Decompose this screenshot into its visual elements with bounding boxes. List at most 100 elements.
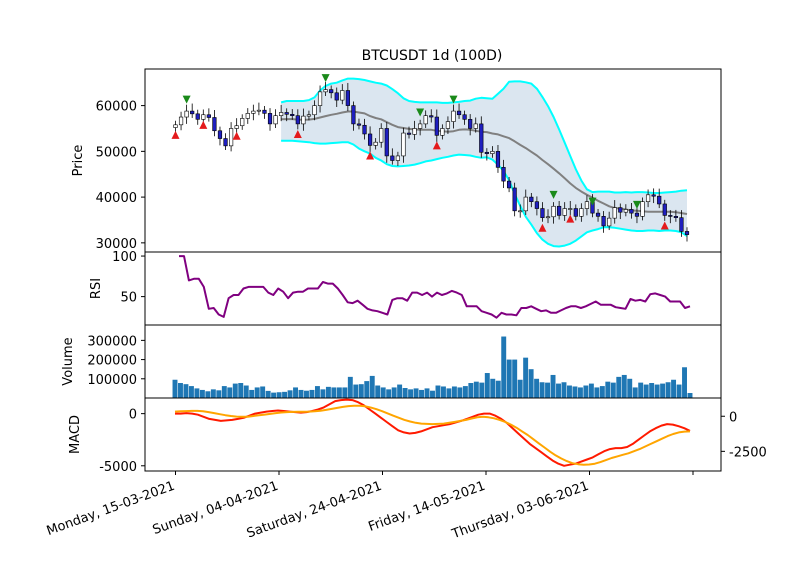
- volume-bar: [353, 384, 359, 398]
- candle-body: [345, 90, 350, 106]
- volume-bar: [567, 385, 572, 398]
- y-tick-right-label: -2500: [729, 445, 767, 460]
- rsi-line: [179, 255, 691, 319]
- y-tick-label: 50000: [96, 145, 137, 160]
- sell-signal-marker: [588, 197, 597, 206]
- volume-bar: [665, 382, 671, 398]
- volume-bar: [369, 375, 375, 398]
- candle-body: [645, 194, 651, 202]
- panel-frame: [144, 251, 722, 326]
- volume-bar: [468, 383, 474, 398]
- volume-bar: [495, 380, 501, 398]
- volume-bar: [583, 385, 589, 398]
- candle-body: [340, 90, 345, 101]
- candle-body: [418, 123, 423, 129]
- volume-bar: [605, 381, 611, 398]
- candle-body: [468, 119, 473, 129]
- buy-signal-marker: [366, 151, 375, 160]
- volume-bar: [523, 357, 529, 398]
- y-tick-label: -5000: [99, 460, 137, 475]
- volume-bar: [347, 376, 353, 398]
- y-tick-label: 100000: [87, 373, 137, 388]
- candle-body: [206, 114, 211, 118]
- candle-body: [440, 128, 445, 136]
- volume-bar: [484, 373, 490, 398]
- candle-body: [329, 89, 334, 94]
- volume-bar: [682, 367, 687, 398]
- buy-signal-marker: [232, 131, 241, 140]
- volume-bar: [331, 387, 337, 398]
- volume-bar: [199, 389, 205, 398]
- candle-body: [234, 125, 239, 129]
- candle-body: [290, 113, 295, 116]
- candle-body: [306, 114, 312, 117]
- volume-bar: [254, 387, 260, 398]
- volume-bar: [649, 383, 655, 398]
- volume-bar: [599, 386, 605, 398]
- y-tick-label: 300000: [87, 334, 137, 349]
- volume-bar: [298, 389, 304, 398]
- volume-panel: 100000 200000 300000 Volume: [61, 324, 722, 399]
- volume-bar: [358, 384, 364, 398]
- y-tick-right-label: 0: [729, 410, 737, 425]
- candle-body: [618, 207, 623, 213]
- volume-bar: [577, 387, 583, 398]
- volume-bar: [320, 389, 326, 398]
- volume-bar: [479, 382, 485, 398]
- candle-body: [351, 105, 356, 125]
- candle-body: [279, 112, 284, 116]
- volume-bar: [243, 385, 249, 398]
- buy-signal-marker: [432, 141, 441, 150]
- candle-body: [295, 115, 300, 125]
- y-axis-label: MACD: [68, 415, 83, 454]
- candle-body: [595, 212, 601, 217]
- volume-bar: [402, 388, 408, 398]
- volume-bar: [616, 376, 622, 398]
- volume-bar: [249, 389, 255, 398]
- candle-body: [245, 113, 250, 119]
- candle-body: [684, 231, 690, 235]
- buy-signal-marker: [538, 223, 547, 232]
- candle-body: [217, 130, 223, 139]
- volume-bar: [534, 378, 540, 398]
- rsi-panel: 50 100 RSI: [89, 250, 722, 326]
- volume-bar: [506, 359, 512, 398]
- candle-body: [195, 113, 200, 120]
- volume-bar: [210, 389, 216, 398]
- candle-body: [267, 113, 273, 125]
- candle-body: [190, 110, 195, 115]
- volume-bar: [172, 379, 178, 398]
- volume-bar: [556, 383, 561, 398]
- candle-body: [173, 124, 178, 128]
- volume-bar: [386, 389, 392, 398]
- y-tick-label: 100: [112, 250, 137, 265]
- volume-bar: [325, 386, 331, 398]
- volume-bar: [621, 374, 627, 398]
- macd-panel: -5000 0 -2500 0 MACD: [68, 397, 767, 475]
- candle-body: [512, 187, 517, 212]
- y-tick-label: 200000: [87, 354, 137, 369]
- bollinger-upper-line: [280, 77, 688, 194]
- volume-bar: [216, 390, 222, 398]
- volume-bar: [380, 387, 386, 398]
- candle-body: [540, 208, 545, 218]
- volume-bar: [660, 383, 666, 398]
- candle-body: [312, 105, 317, 116]
- y-tick-label: 40000: [96, 191, 137, 206]
- volume-bar: [424, 388, 430, 398]
- macd-signal-line: [174, 404, 691, 466]
- candle-body: [401, 132, 406, 157]
- volume-bar: [446, 388, 452, 398]
- candle-body: [284, 112, 289, 115]
- candle-body: [557, 205, 562, 216]
- candle-body: [568, 208, 573, 210]
- buy-signal-marker: [660, 221, 669, 230]
- volume-bar: [528, 369, 534, 398]
- y-tick-label: 0: [129, 408, 137, 423]
- volume-bar: [512, 359, 518, 398]
- y-axis-label: Volume: [61, 337, 76, 385]
- buy-signal-marker: [199, 120, 208, 129]
- candle-body: [657, 195, 662, 205]
- volume-bar: [473, 381, 479, 398]
